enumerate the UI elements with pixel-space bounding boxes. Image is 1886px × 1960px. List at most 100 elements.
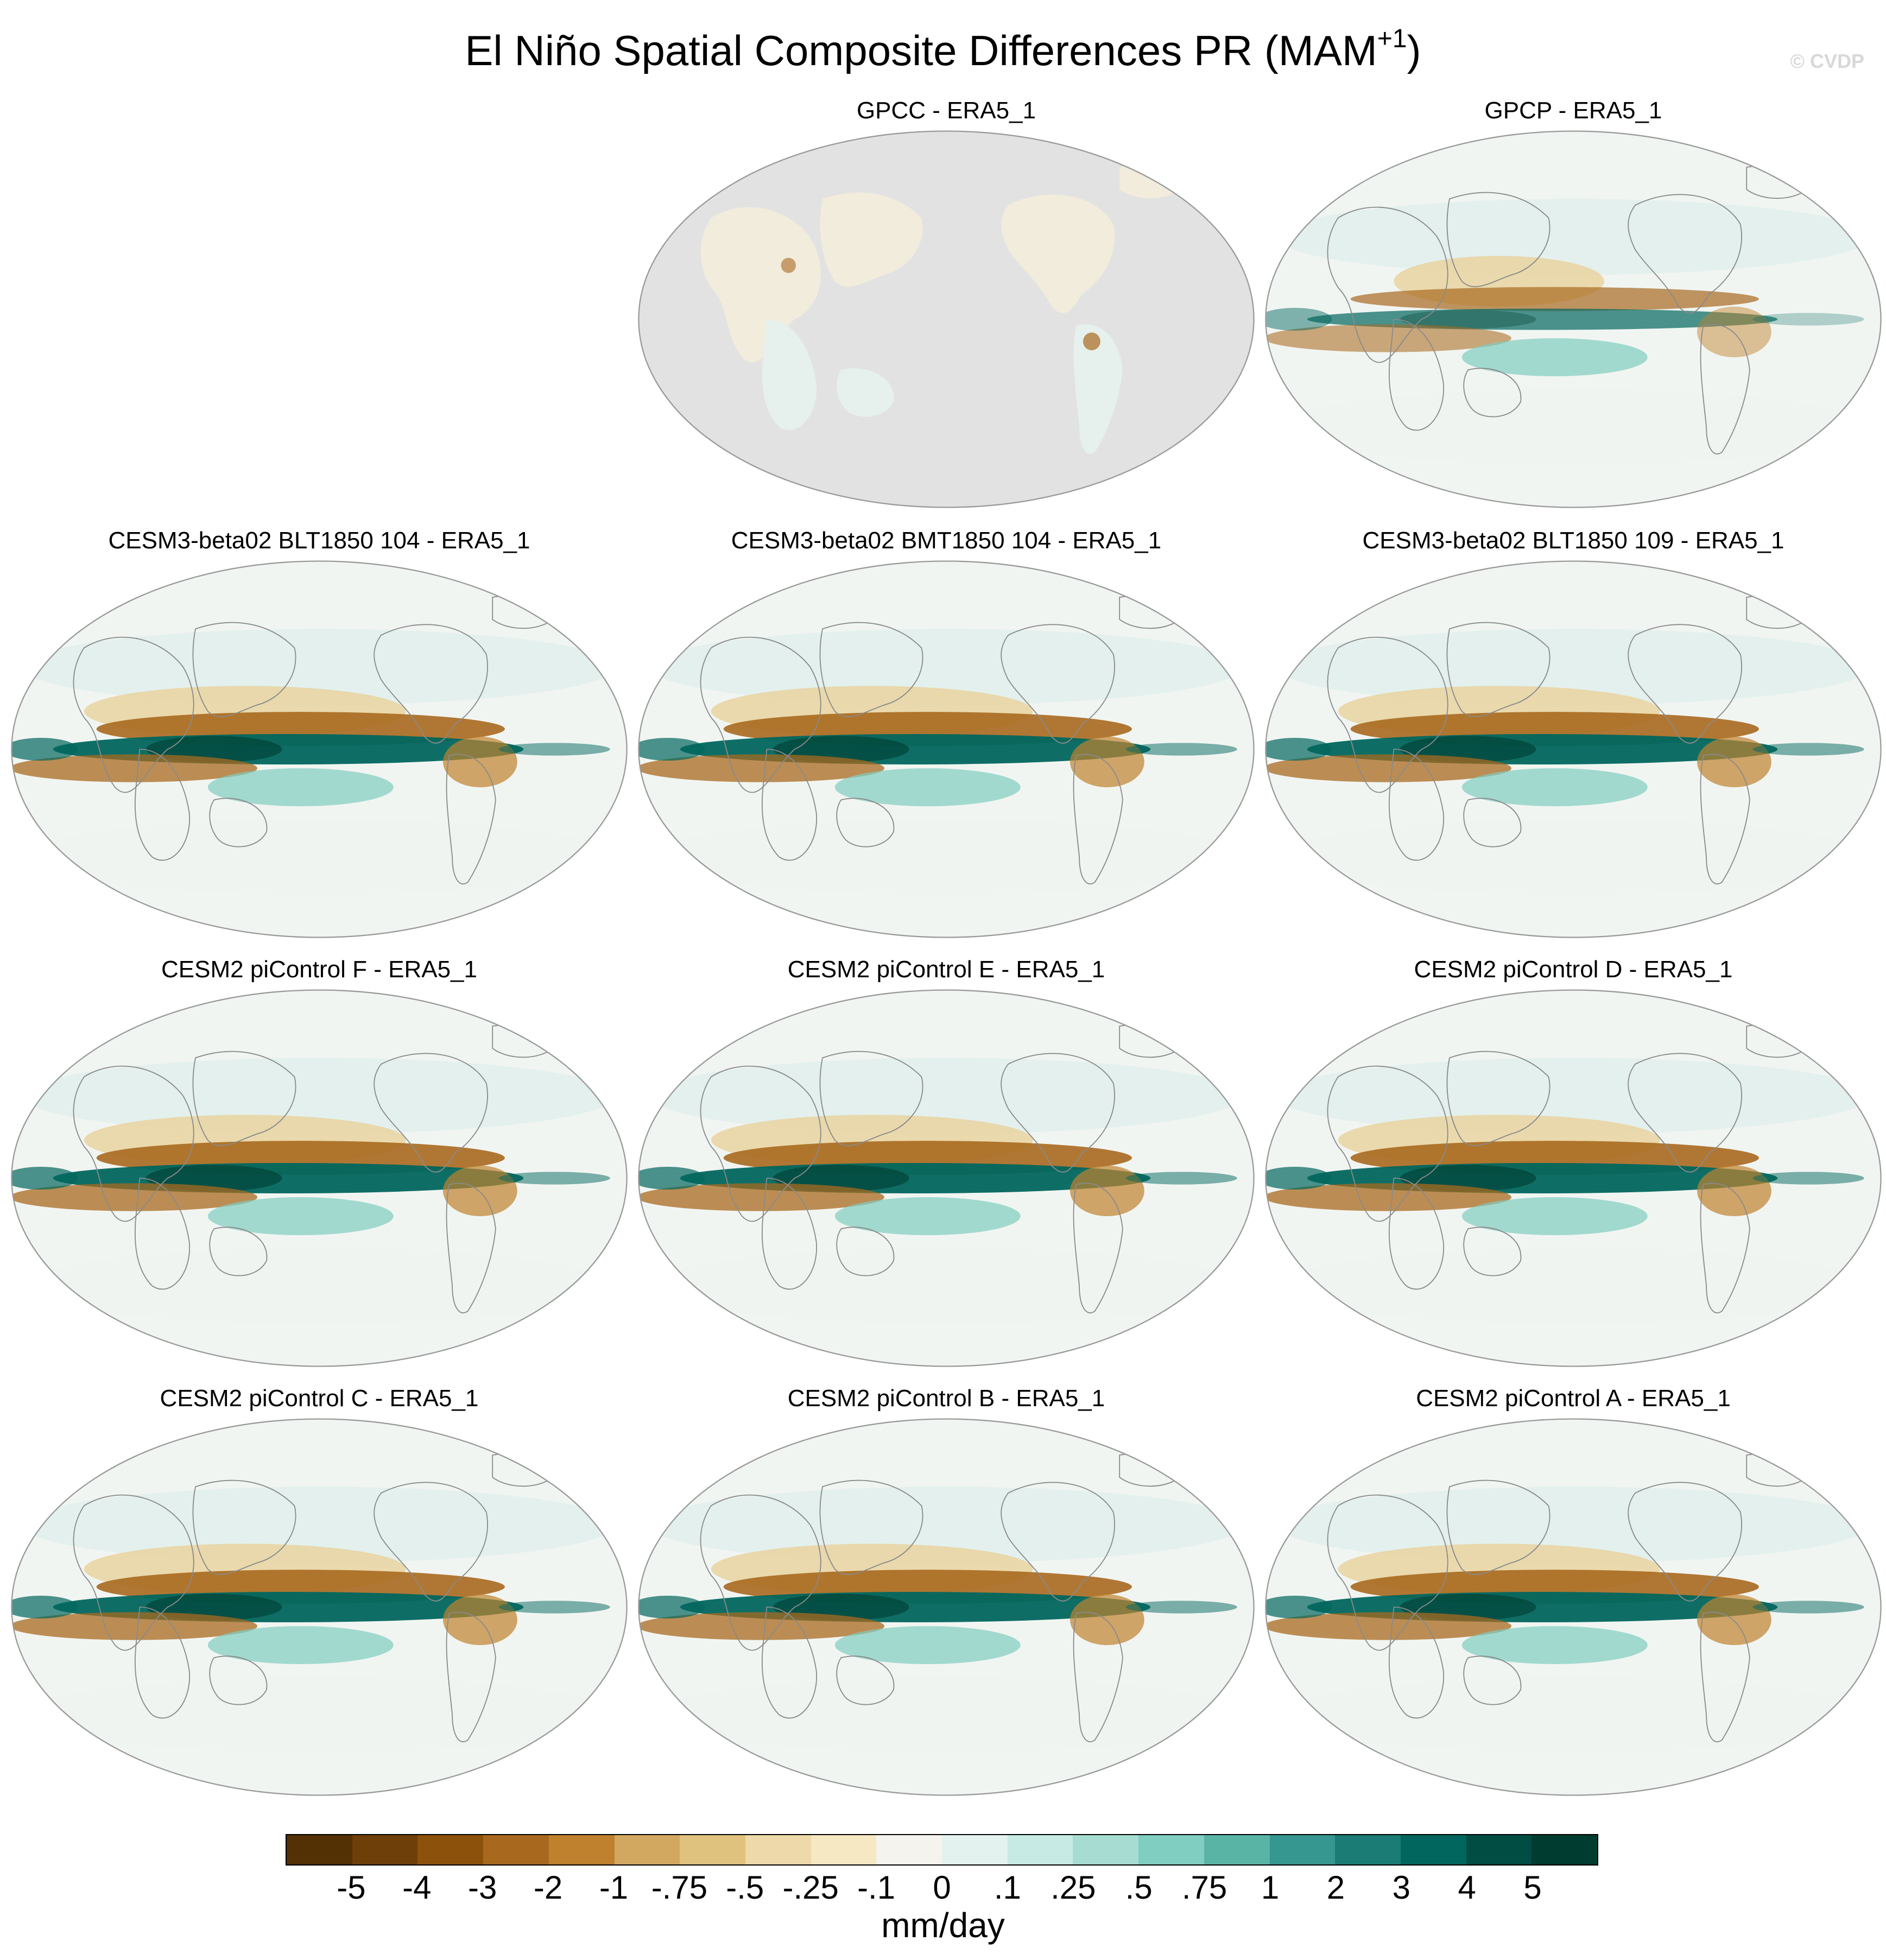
dry-south-america	[443, 1165, 517, 1216]
panel-title-picF: CESM2 piControl F - ERA5_1	[161, 956, 477, 983]
wet-band-south	[649, 1248, 1244, 1324]
coastline-4	[1628, 194, 1742, 314]
colorbar-segment-10	[942, 1835, 1008, 1864]
land-field-5	[1073, 324, 1123, 454]
land-field-6	[1119, 165, 1176, 199]
colorbar-tick-label: .25	[1050, 1869, 1096, 1906]
dry-band-south-indian	[1265, 1612, 1511, 1640]
dry-anomaly-blob	[781, 257, 796, 273]
map-panel-bmt104	[638, 560, 1255, 938]
coastline-5	[1073, 1183, 1123, 1313]
colorbar-segment-8	[811, 1835, 877, 1864]
wet-band-indian	[638, 1167, 705, 1190]
wet-band-north	[649, 629, 1244, 705]
coastline-1	[1388, 1178, 1445, 1290]
land-field-2	[820, 192, 923, 287]
dry-south-america	[1070, 736, 1144, 787]
dry-band-south-indian	[1265, 324, 1511, 352]
wet-band-indian	[1265, 1596, 1332, 1618]
map-panel-picC	[11, 1418, 628, 1796]
wet-core-west-pacific	[1400, 309, 1536, 329]
colorbar-tick-label: -.25	[782, 1869, 839, 1906]
coastline-5	[1700, 324, 1750, 454]
wet-band-indian	[11, 738, 78, 761]
coastline-0	[700, 636, 821, 793]
colorbar-tick-label: .5	[1125, 1869, 1153, 1906]
map-border	[638, 560, 1255, 938]
colorbar-tick-label: 1	[1261, 1869, 1280, 1906]
wet-band-indian	[11, 1167, 78, 1190]
coastline-1	[1388, 1607, 1445, 1719]
wet-band-south	[22, 1248, 617, 1324]
figure-title: El Niño Spatial Composite Differences PR…	[465, 24, 1421, 74]
colorbar-tick-label: 4	[1458, 1869, 1476, 1906]
wet-band-north	[649, 1487, 1244, 1563]
coastline-3	[1463, 368, 1522, 418]
coastline-5	[1700, 754, 1750, 884]
land-field-3	[837, 368, 894, 417]
coastline-3	[1463, 798, 1522, 848]
wet-band-north	[22, 1487, 617, 1563]
map-panel-picD	[1265, 989, 1882, 1367]
colorbar-segment-4	[548, 1835, 615, 1864]
land-field-0	[700, 207, 821, 363]
coastline-1	[134, 749, 191, 861]
coastline-1	[1388, 319, 1445, 431]
dry-band-south-indian	[1265, 754, 1511, 782]
coastline-2	[819, 1051, 923, 1146]
colorbar-segment-13	[1138, 1835, 1204, 1864]
colorbar-segment-14	[1204, 1835, 1270, 1864]
colorbar-tick-label: 2	[1326, 1869, 1345, 1906]
colorbar-tick-label: -1	[599, 1869, 629, 1906]
wet-band-atlantic	[1125, 743, 1237, 756]
dry-south-america	[1697, 306, 1771, 357]
wet-band-indian	[638, 738, 705, 761]
coastline-0	[1327, 1065, 1448, 1222]
colorbar-tick-label: -5	[337, 1869, 366, 1906]
wet-spcz	[1461, 338, 1648, 376]
colorbar	[286, 1834, 1598, 1866]
map-border	[638, 1418, 1255, 1796]
map-panel-picA	[1265, 1418, 1882, 1796]
wet-band-north	[649, 1058, 1244, 1134]
colorbar-tick-label: 3	[1392, 1869, 1410, 1906]
wet-band-indian	[11, 1596, 78, 1618]
colorbar-tick-label: -4	[402, 1869, 432, 1906]
coastline-4	[374, 1053, 488, 1173]
wet-band-atlantic	[1752, 1601, 1864, 1614]
panel-title-picD: CESM2 piControl D - ERA5_1	[1414, 956, 1733, 983]
map-panel-gpcp	[1265, 130, 1882, 508]
wet-band-indian	[1265, 738, 1332, 761]
wet-band-indian	[1265, 1167, 1332, 1190]
colorbar-tick-label: .75	[1181, 1869, 1227, 1906]
map-panel-blt109	[1265, 560, 1882, 938]
wet-band-indian	[1265, 308, 1332, 331]
dry-south-america	[1070, 1165, 1144, 1216]
dry-band-south-indian	[638, 754, 884, 782]
colorbar-tick-label: 0	[933, 1869, 951, 1906]
wet-band-south	[1276, 1677, 1871, 1753]
coastline-2	[1446, 1480, 1550, 1575]
wet-band-atlantic	[1752, 313, 1864, 326]
land-field-4	[1001, 194, 1115, 313]
colorbar-segment-19	[1531, 1835, 1598, 1864]
title-superscript: +1	[1377, 24, 1407, 53]
coastline-5	[1073, 1611, 1123, 1742]
coastline-5	[446, 754, 496, 884]
coastline-4	[1001, 624, 1115, 744]
colorbar-tick-label: 5	[1523, 1869, 1542, 1906]
map-border	[1265, 560, 1882, 938]
coastline-2	[192, 622, 296, 717]
coastline-2	[1446, 622, 1550, 717]
panel-title-blt109: CESM3-beta02 BLT1850 109 - ERA5_1	[1362, 527, 1784, 554]
coastline-2	[1446, 192, 1550, 287]
colorbar-segment-3	[483, 1835, 549, 1864]
colorbar-segment-16	[1335, 1835, 1401, 1864]
map-border	[638, 130, 1255, 508]
coastline-4	[1628, 1482, 1742, 1602]
panel-title-gpcp: GPCP - ERA5_1	[1484, 97, 1662, 124]
wet-band-south	[649, 819, 1244, 895]
coastline-1	[134, 1178, 191, 1290]
colorbar-segment-5	[614, 1835, 680, 1864]
map-panel-picF	[11, 989, 628, 1367]
